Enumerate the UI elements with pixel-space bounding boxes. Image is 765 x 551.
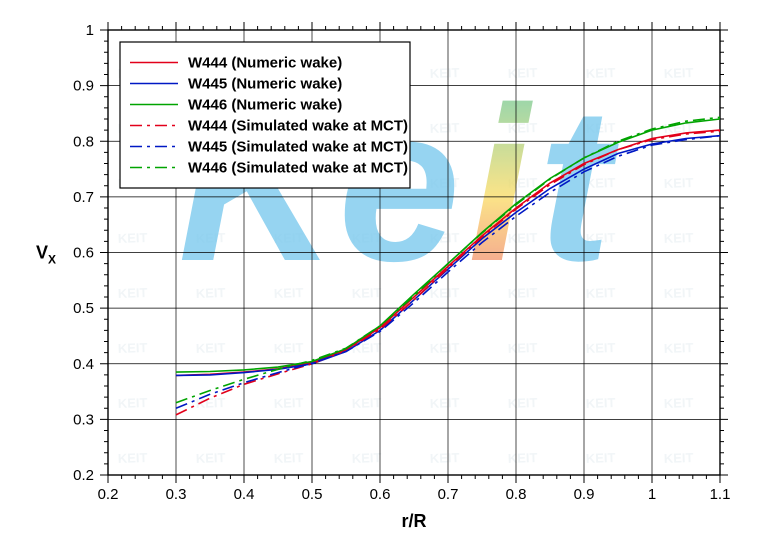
svg-text:KEIT: KEIT xyxy=(664,340,694,356)
svg-text:t: t xyxy=(538,61,619,307)
svg-text:KEIT: KEIT xyxy=(118,285,148,301)
legend-label: W445 (Simulated wake at MCT) xyxy=(188,139,408,156)
svg-text:KEIT: KEIT xyxy=(118,230,148,246)
legend-label: W446 (Numeric wake) xyxy=(188,97,342,114)
svg-text:KEIT: KEIT xyxy=(352,450,382,466)
y-tick-label: 0.8 xyxy=(73,133,94,150)
y-tick-label: 0.2 xyxy=(73,467,94,484)
svg-text:KEIT: KEIT xyxy=(508,395,538,411)
svg-text:KEIT: KEIT xyxy=(196,450,226,466)
y-tick-label: 0.4 xyxy=(73,356,94,373)
svg-text:KEIT: KEIT xyxy=(430,450,460,466)
svg-text:KEIT: KEIT xyxy=(118,340,148,356)
svg-text:KEIT: KEIT xyxy=(430,395,460,411)
x-tick-label: 0.4 xyxy=(234,486,255,503)
svg-text:KEIT: KEIT xyxy=(430,340,460,356)
legend: W444 (Numeric wake) W445 (Numeric wake) W4… xyxy=(120,42,410,188)
svg-text:KEIT: KEIT xyxy=(586,395,616,411)
x-tick-label: 0.6 xyxy=(370,486,391,503)
y-tick-label: 0.9 xyxy=(73,78,94,95)
svg-text:KEIT: KEIT xyxy=(508,340,538,356)
svg-text:KEIT: KEIT xyxy=(274,395,304,411)
legend-label: W445 (Numeric wake) xyxy=(188,76,342,93)
y-tick-label: 0.6 xyxy=(73,245,94,262)
y-tick-label: 1 xyxy=(86,22,94,39)
legend-label: W444 (Simulated wake at MCT) xyxy=(188,118,408,135)
svg-text:KEIT: KEIT xyxy=(586,340,616,356)
svg-text:KEIT: KEIT xyxy=(664,175,694,191)
legend-label: W446 (Simulated wake at MCT) xyxy=(188,160,408,177)
x-tick-label: 0.9 xyxy=(574,486,595,503)
x-tick-label: 0.7 xyxy=(438,486,459,503)
svg-text:KEIT: KEIT xyxy=(274,450,304,466)
svg-text:KEIT: KEIT xyxy=(274,340,304,356)
svg-text:KEIT: KEIT xyxy=(352,395,382,411)
svg-text:KEIT: KEIT xyxy=(664,285,694,301)
x-tick-label: 0.8 xyxy=(506,486,527,503)
svg-text:KEIT: KEIT xyxy=(118,450,148,466)
svg-text:KEIT: KEIT xyxy=(664,65,694,81)
x-tick-label: 0.3 xyxy=(166,486,187,503)
y-tick-label: 0.3 xyxy=(73,411,94,428)
legend-label: W444 (Numeric wake) xyxy=(188,55,342,72)
y-tick-label: 0.5 xyxy=(73,300,94,317)
y-tick-label: 0.7 xyxy=(73,189,94,206)
svg-text:i: i xyxy=(468,61,533,307)
x-tick-label: 1.1 xyxy=(710,486,731,503)
svg-text:KEIT: KEIT xyxy=(196,340,226,356)
x-tick-label: 1 xyxy=(648,486,656,503)
x-tick-label: 0.2 xyxy=(98,486,119,503)
svg-text:KEIT: KEIT xyxy=(664,230,694,246)
wake-velocity-chart: KEIT KEIT KEIT KEIT KEIT KEIT KEIT KEIT KEIT KEIT… xyxy=(0,0,765,551)
x-tick-label: 0.5 xyxy=(302,486,323,503)
svg-text:KEIT: KEIT xyxy=(118,395,148,411)
svg-text:KEIT: KEIT xyxy=(508,450,538,466)
svg-text:KEIT: KEIT xyxy=(664,450,694,466)
svg-text:KEIT: KEIT xyxy=(586,450,616,466)
svg-text:KEIT: KEIT xyxy=(664,395,694,411)
x-axis-label: r/R xyxy=(401,511,426,531)
